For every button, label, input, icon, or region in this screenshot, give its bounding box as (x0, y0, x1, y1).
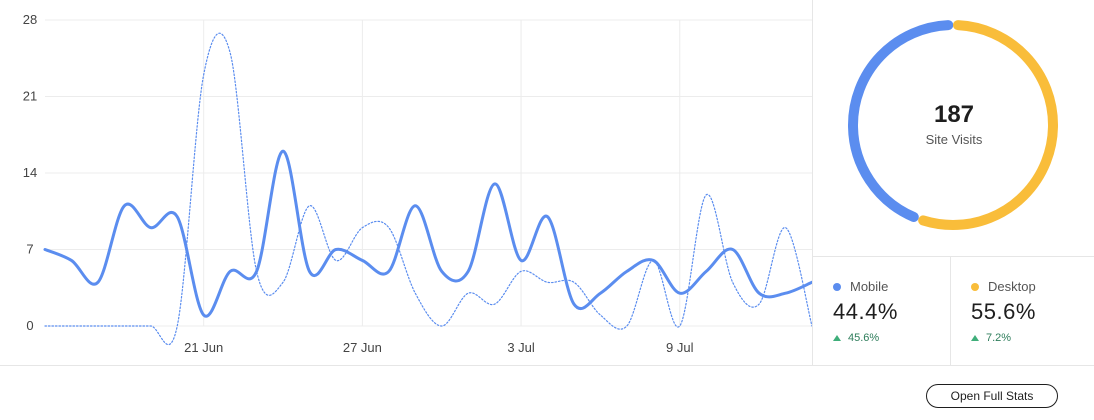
x-tick-label: 27 Jun (343, 340, 382, 355)
y-axis-ticks: 0 7 14 21 28 (23, 12, 37, 333)
legend-desktop: Desktop 55.6% 7.2% (951, 257, 1094, 366)
donut-center: 187 Site Visits (813, 100, 1094, 147)
x-tick-label: 3 Jul (507, 340, 535, 355)
donut-desktop-segment (848, 20, 1058, 230)
trend-up-icon (971, 335, 979, 341)
y-tick-label: 21 (23, 89, 37, 104)
x-tick-label: 9 Jul (666, 340, 694, 355)
total-visits-value: 187 (933, 101, 975, 128)
y-tick-label: 28 (23, 12, 37, 27)
mobile-label: Mobile (850, 279, 889, 294)
legend-mobile: Mobile 44.4% 45.6% (813, 257, 951, 366)
x-axis-ticks: 21 Jun 27 Jun 3 Jul 9 Jul (184, 340, 693, 355)
device-breakdown-panel: 187 Site Visits Mobile 44.4% 45.6% Deskt… (812, 0, 1094, 366)
chart-series (43, 32, 812, 346)
donut-chart: 187 Site Visits (813, 0, 1094, 256)
mobile-percentage: 44.4% (833, 299, 898, 324)
mobile-dot-icon (833, 282, 841, 291)
series-line-current-period (43, 149, 812, 318)
desktop-dot-icon (971, 282, 979, 291)
y-tick-label: 14 (23, 165, 37, 180)
trend-up-icon (833, 335, 841, 341)
chart-grid (45, 19, 812, 327)
y-tick-label: 0 (26, 318, 33, 333)
desktop-percentage: 55.6% (971, 299, 1036, 324)
series-line-previous-period (44, 32, 812, 346)
visits-line-chart: 0 7 14 21 28 21 Jun 27 Jun 3 Jul 9 Jul (23, 12, 812, 355)
y-tick-label: 7 (26, 242, 33, 257)
mobile-change: 45.6% (848, 332, 880, 344)
open-full-stats-button[interactable]: Open Full Stats (926, 384, 1058, 408)
desktop-label: Desktop (988, 279, 1036, 294)
total-visits-label: Site Visits (925, 132, 983, 147)
desktop-change: 7.2% (986, 332, 1012, 344)
x-tick-label: 21 Jun (184, 340, 223, 355)
footer-divider (0, 365, 1094, 366)
device-legend: Mobile 44.4% 45.6% Desktop 55.6% 7.2% (813, 256, 1094, 366)
